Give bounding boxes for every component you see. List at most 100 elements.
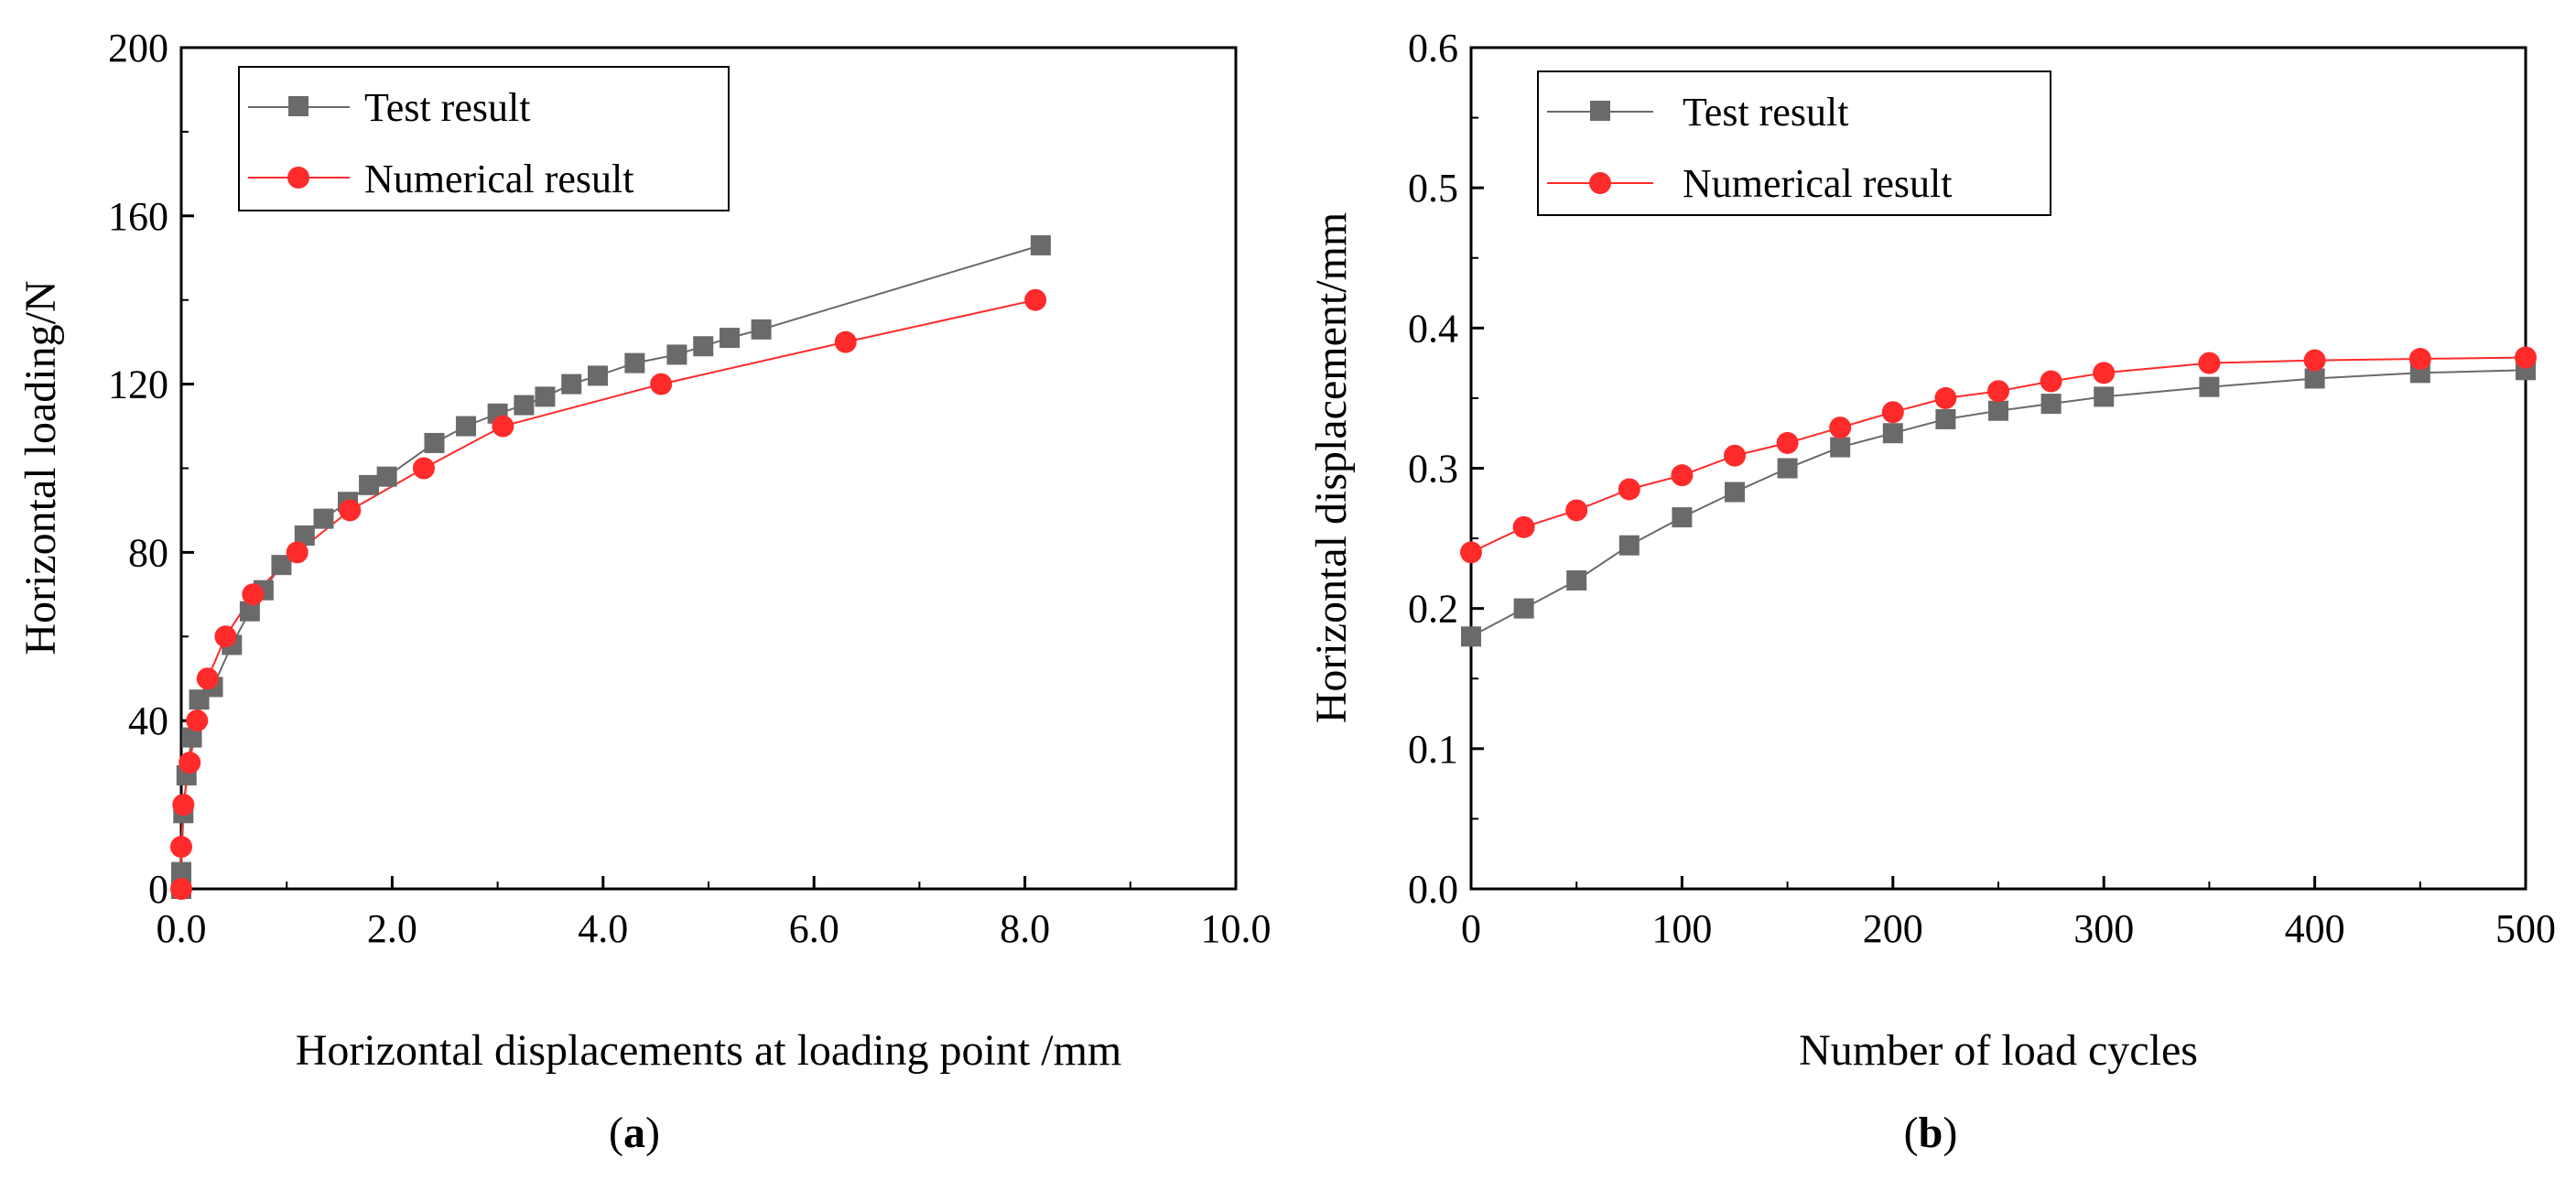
- panel-a-data-point-numerical: [242, 583, 265, 606]
- panel-b-y-tick-label: 0.4: [1408, 306, 1458, 351]
- panel-a-y-tick-label: 160: [108, 194, 168, 239]
- panel-a-data-point-test: [313, 508, 334, 529]
- panel-b-data-point-test: [1935, 408, 1956, 429]
- panel-a-data-point-test: [588, 365, 609, 386]
- panel-b-x-axis-label: Number of load cycles: [1799, 1026, 2198, 1075]
- panel-a-series-lines: [180, 244, 1042, 889]
- panel-a-x-tick-label: 4.0: [578, 906, 628, 951]
- panel-b-axis-ticks: [1469, 46, 2527, 891]
- panel-a-data-point-test: [359, 474, 380, 495]
- panel-a-data-point-numerical: [172, 794, 195, 817]
- panel-a-legend-numerical-marker: [287, 167, 309, 189]
- panel-b-data-point-numerical: [1671, 464, 1694, 487]
- panel-b-data-point-numerical: [1460, 541, 1482, 564]
- panel-b-data-point-numerical: [1512, 515, 1535, 538]
- panel-b-data-point-numerical: [1829, 417, 1852, 439]
- panel-a-y-tick-label: 0: [148, 867, 168, 912]
- panel-a-series-line-numerical: [180, 298, 1036, 889]
- panel-b-data-point-numerical: [1565, 499, 1588, 522]
- panel-b-data-point-numerical: [2093, 362, 2116, 384]
- panel-b-data-point-numerical: [1776, 431, 1799, 454]
- panel-a-legend-box: [238, 66, 730, 211]
- panel-a-data-point-test: [666, 344, 687, 365]
- panel-b-data-point-test: [1513, 598, 1534, 619]
- panel-a-legend-numerical-label: Numerical result: [364, 157, 633, 201]
- panel-a-caption: (a): [609, 1109, 660, 1157]
- panel-b-data-point-test: [2094, 386, 2115, 407]
- panel-a-caption-letter: a: [623, 1109, 645, 1157]
- panel-b-x-tick-label: 500: [2495, 906, 2556, 951]
- panel-b-data-point-numerical: [1618, 478, 1640, 501]
- panel-a-data-point-test: [456, 416, 477, 437]
- panel-b-data-point-numerical: [2408, 348, 2431, 371]
- panel-b-legend-test-label: Test result: [1683, 90, 1848, 135]
- panel-b-data-point-test: [1777, 458, 1798, 479]
- panel-b-x-tick-label: 200: [1863, 906, 1923, 951]
- panel-a-data-point-test: [424, 432, 445, 453]
- panel-a-y-tick-label: 80: [128, 530, 168, 575]
- panel-a-data-point-numerical: [214, 625, 237, 648]
- panel-b-chart: 0 100 200 300 400 500 0.0 0.1 0.2 0.3 0.4 0.5 0.6 Nu…: [1307, 26, 2556, 1157]
- panel-a-data-point-test: [294, 525, 315, 547]
- panel-b-legend-numerical-label: Numerical result: [1683, 161, 1952, 206]
- panel-a-data-point-numerical: [412, 457, 435, 480]
- panel-b-data-point-numerical: [1881, 401, 1904, 424]
- panel-a-data-point-test: [271, 555, 292, 576]
- panel-a-y-tick-label: 120: [108, 363, 168, 407]
- panel-b-data-point-test: [2199, 376, 2220, 397]
- panel-b-caption-letter: b: [1919, 1109, 1943, 1157]
- panel-b-legend-box: [1537, 70, 2051, 216]
- panel-a-legend-test-marker: [288, 96, 308, 116]
- panel-b-data-point-test: [1725, 482, 1745, 503]
- panel-b-data-point-test: [1988, 400, 2008, 421]
- panel-a-data-point-numerical: [170, 836, 192, 859]
- panel-b-legend-test-marker: [1590, 101, 1610, 121]
- panel-b-caption-open: (: [1904, 1109, 1919, 1157]
- panel-b-caption-close: ): [1943, 1109, 1957, 1157]
- panel-b-data-point-test: [1566, 570, 1587, 591]
- panel-b-y-tick-label: 0.5: [1408, 166, 1458, 211]
- panel-a-legend-test-label: Test result: [364, 85, 530, 130]
- panel-a-data-point-test: [720, 328, 741, 349]
- panel-b-legend: Test result Numerical result: [1537, 70, 2051, 216]
- panel-a-data-point-test: [376, 466, 397, 487]
- panel-b-data-point-numerical: [2303, 349, 2326, 372]
- panel-b-x-tick-label: 400: [2285, 906, 2345, 951]
- panel-a-data-point-test: [181, 727, 202, 748]
- panel-a-data-point-test: [514, 395, 535, 416]
- panel-b-data-point-test: [1672, 507, 1693, 528]
- panel-b-y-tick-label: 0.6: [1408, 26, 1458, 70]
- panel-b-series-markers: [1460, 346, 2537, 647]
- panel-b-data-point-test: [2304, 368, 2325, 389]
- panel-a-legend: Test result Numerical result: [238, 66, 730, 211]
- panel-b-data-point-test: [2040, 394, 2062, 415]
- panel-a-y-axis-label: Horizontal loading/N: [16, 280, 65, 655]
- panel-a-y-tick-label: 40: [128, 698, 168, 743]
- panel-a-x-tick-label: 2.0: [367, 906, 417, 951]
- panel-a-y-tick-label: 200: [108, 26, 168, 70]
- panel-a-data-point-numerical: [339, 499, 362, 522]
- panel-b-y-tick-label: 0.1: [1408, 727, 1458, 772]
- panel-a-data-point-test: [693, 336, 714, 357]
- panel-a-data-point-numerical: [1024, 288, 1047, 311]
- panel-a-data-point-test: [751, 319, 772, 340]
- panel-a-chart: 0.0 2.0 4.0 6.0 8.0 10.0 0 40 80 120 160 200 Horizo…: [16, 26, 1272, 1157]
- panel-a-x-tick-label: 10.0: [1201, 906, 1272, 951]
- panel-a-data-point-numerical: [650, 373, 673, 395]
- panel-a-data-point-numerical: [179, 752, 201, 774]
- panel-b-data-point-test: [1830, 437, 1851, 458]
- panel-a-data-point-test: [535, 386, 556, 407]
- panel-b-caption: (b): [1904, 1109, 1958, 1157]
- panel-b-y-axis-label: Horizontal displacement/mm: [1307, 212, 1356, 724]
- panel-a-data-point-numerical: [186, 709, 209, 732]
- panel-b-data-point-test: [1882, 423, 1903, 444]
- panel-a-x-tick-label: 0.0: [157, 906, 207, 951]
- panel-a-x-axis-label: Horizontal displacements at loading poin…: [296, 1026, 1121, 1075]
- panel-b-data-point-test: [1618, 535, 1640, 556]
- panel-b-data-point-numerical: [2198, 352, 2221, 374]
- panel-a-data-point-test: [561, 373, 582, 395]
- panel-a-series-line-test: [180, 244, 1042, 889]
- panel-a-data-point-test: [624, 352, 645, 373]
- panel-b-x-tick-label: 100: [1651, 906, 1712, 951]
